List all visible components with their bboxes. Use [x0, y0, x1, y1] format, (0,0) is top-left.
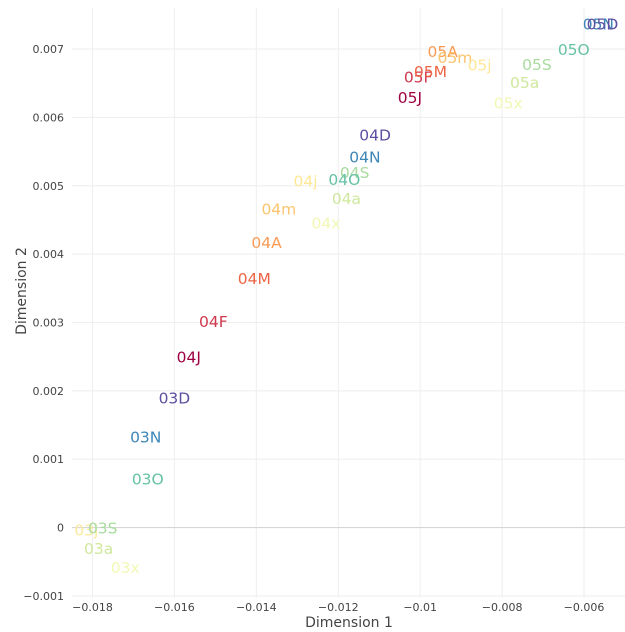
point-label-03x[interactable]: 03x [111, 559, 140, 577]
y-tick-label: 0.001 [33, 453, 65, 466]
point-label-05j[interactable]: 05j [468, 57, 492, 75]
x-tick-label: −0.012 [318, 601, 359, 614]
point-label-05F[interactable]: 05F [404, 68, 433, 86]
point-label-03O[interactable]: 03O [132, 470, 164, 488]
point-label-03S[interactable]: 03S [88, 520, 118, 538]
point-label-03D[interactable]: 03D [159, 390, 191, 408]
grid-layer [72, 8, 625, 598]
x-tick-label: −0.006 [564, 601, 605, 614]
point-label-05D[interactable]: 05D [587, 16, 619, 34]
point-label-05O[interactable]: 05O [558, 41, 590, 59]
y-tick-label: 0.007 [33, 43, 65, 56]
point-label-03j[interactable]: 03j [74, 522, 98, 540]
point-label-03a[interactable]: 03a [84, 540, 113, 558]
point-label-04a[interactable]: 04a [332, 190, 361, 208]
point-label-05x[interactable]: 05x [494, 94, 523, 112]
x-tick-label: −0.014 [236, 601, 277, 614]
y-tick-label: 0.003 [33, 316, 65, 329]
y-tick-label: 0.005 [33, 180, 65, 193]
point-label-04F[interactable]: 04F [199, 313, 228, 331]
point-label-04M[interactable]: 04M [238, 270, 271, 288]
tick-label-layer: −0.018 −0.016 −0.014 −0.012 −0.01 −0.008 −0.00… [23, 43, 604, 614]
x-tick-label: −0.008 [482, 601, 523, 614]
y-axis-title: Dimension 2 [14, 247, 30, 335]
point-label-04D[interactable]: 04D [359, 126, 391, 144]
y-tick-label: 0.004 [33, 248, 65, 261]
x-axis-title: Dimension 1 [305, 615, 393, 631]
x-tick-label: −0.01 [403, 601, 437, 614]
point-label-04x[interactable]: 04x [312, 215, 341, 233]
point-label-04S[interactable]: 04S [340, 164, 370, 182]
point-label-03N[interactable]: 03N [130, 429, 161, 447]
point-label-04m[interactable]: 04m [261, 200, 296, 218]
point-label-05m[interactable]: 05m [438, 49, 473, 67]
y-tick-label: −0.001 [23, 590, 64, 603]
x-tick-label: −0.016 [154, 601, 195, 614]
point-label-05S[interactable]: 05S [522, 56, 552, 74]
y-tick-label: 0.002 [33, 385, 65, 398]
y-tick-label: 0 [57, 522, 64, 535]
point-label-05a[interactable]: 05a [510, 74, 539, 92]
point-label-04J[interactable]: 04J [177, 349, 201, 367]
point-label-05J[interactable]: 05J [398, 89, 422, 107]
x-tick-label: −0.018 [72, 601, 113, 614]
point-label-04j[interactable]: 04j [293, 172, 317, 190]
point-label-04N[interactable]: 04N [349, 148, 380, 166]
point-label-05A[interactable]: 05A [428, 43, 459, 61]
point-label-04O[interactable]: 04O [328, 171, 360, 189]
y-tick-label: 0.006 [33, 111, 65, 124]
point-label-04A[interactable]: 04A [251, 234, 282, 252]
point-label-05M[interactable]: 05M [414, 63, 447, 81]
point-label-05N[interactable]: 05N [583, 16, 614, 34]
